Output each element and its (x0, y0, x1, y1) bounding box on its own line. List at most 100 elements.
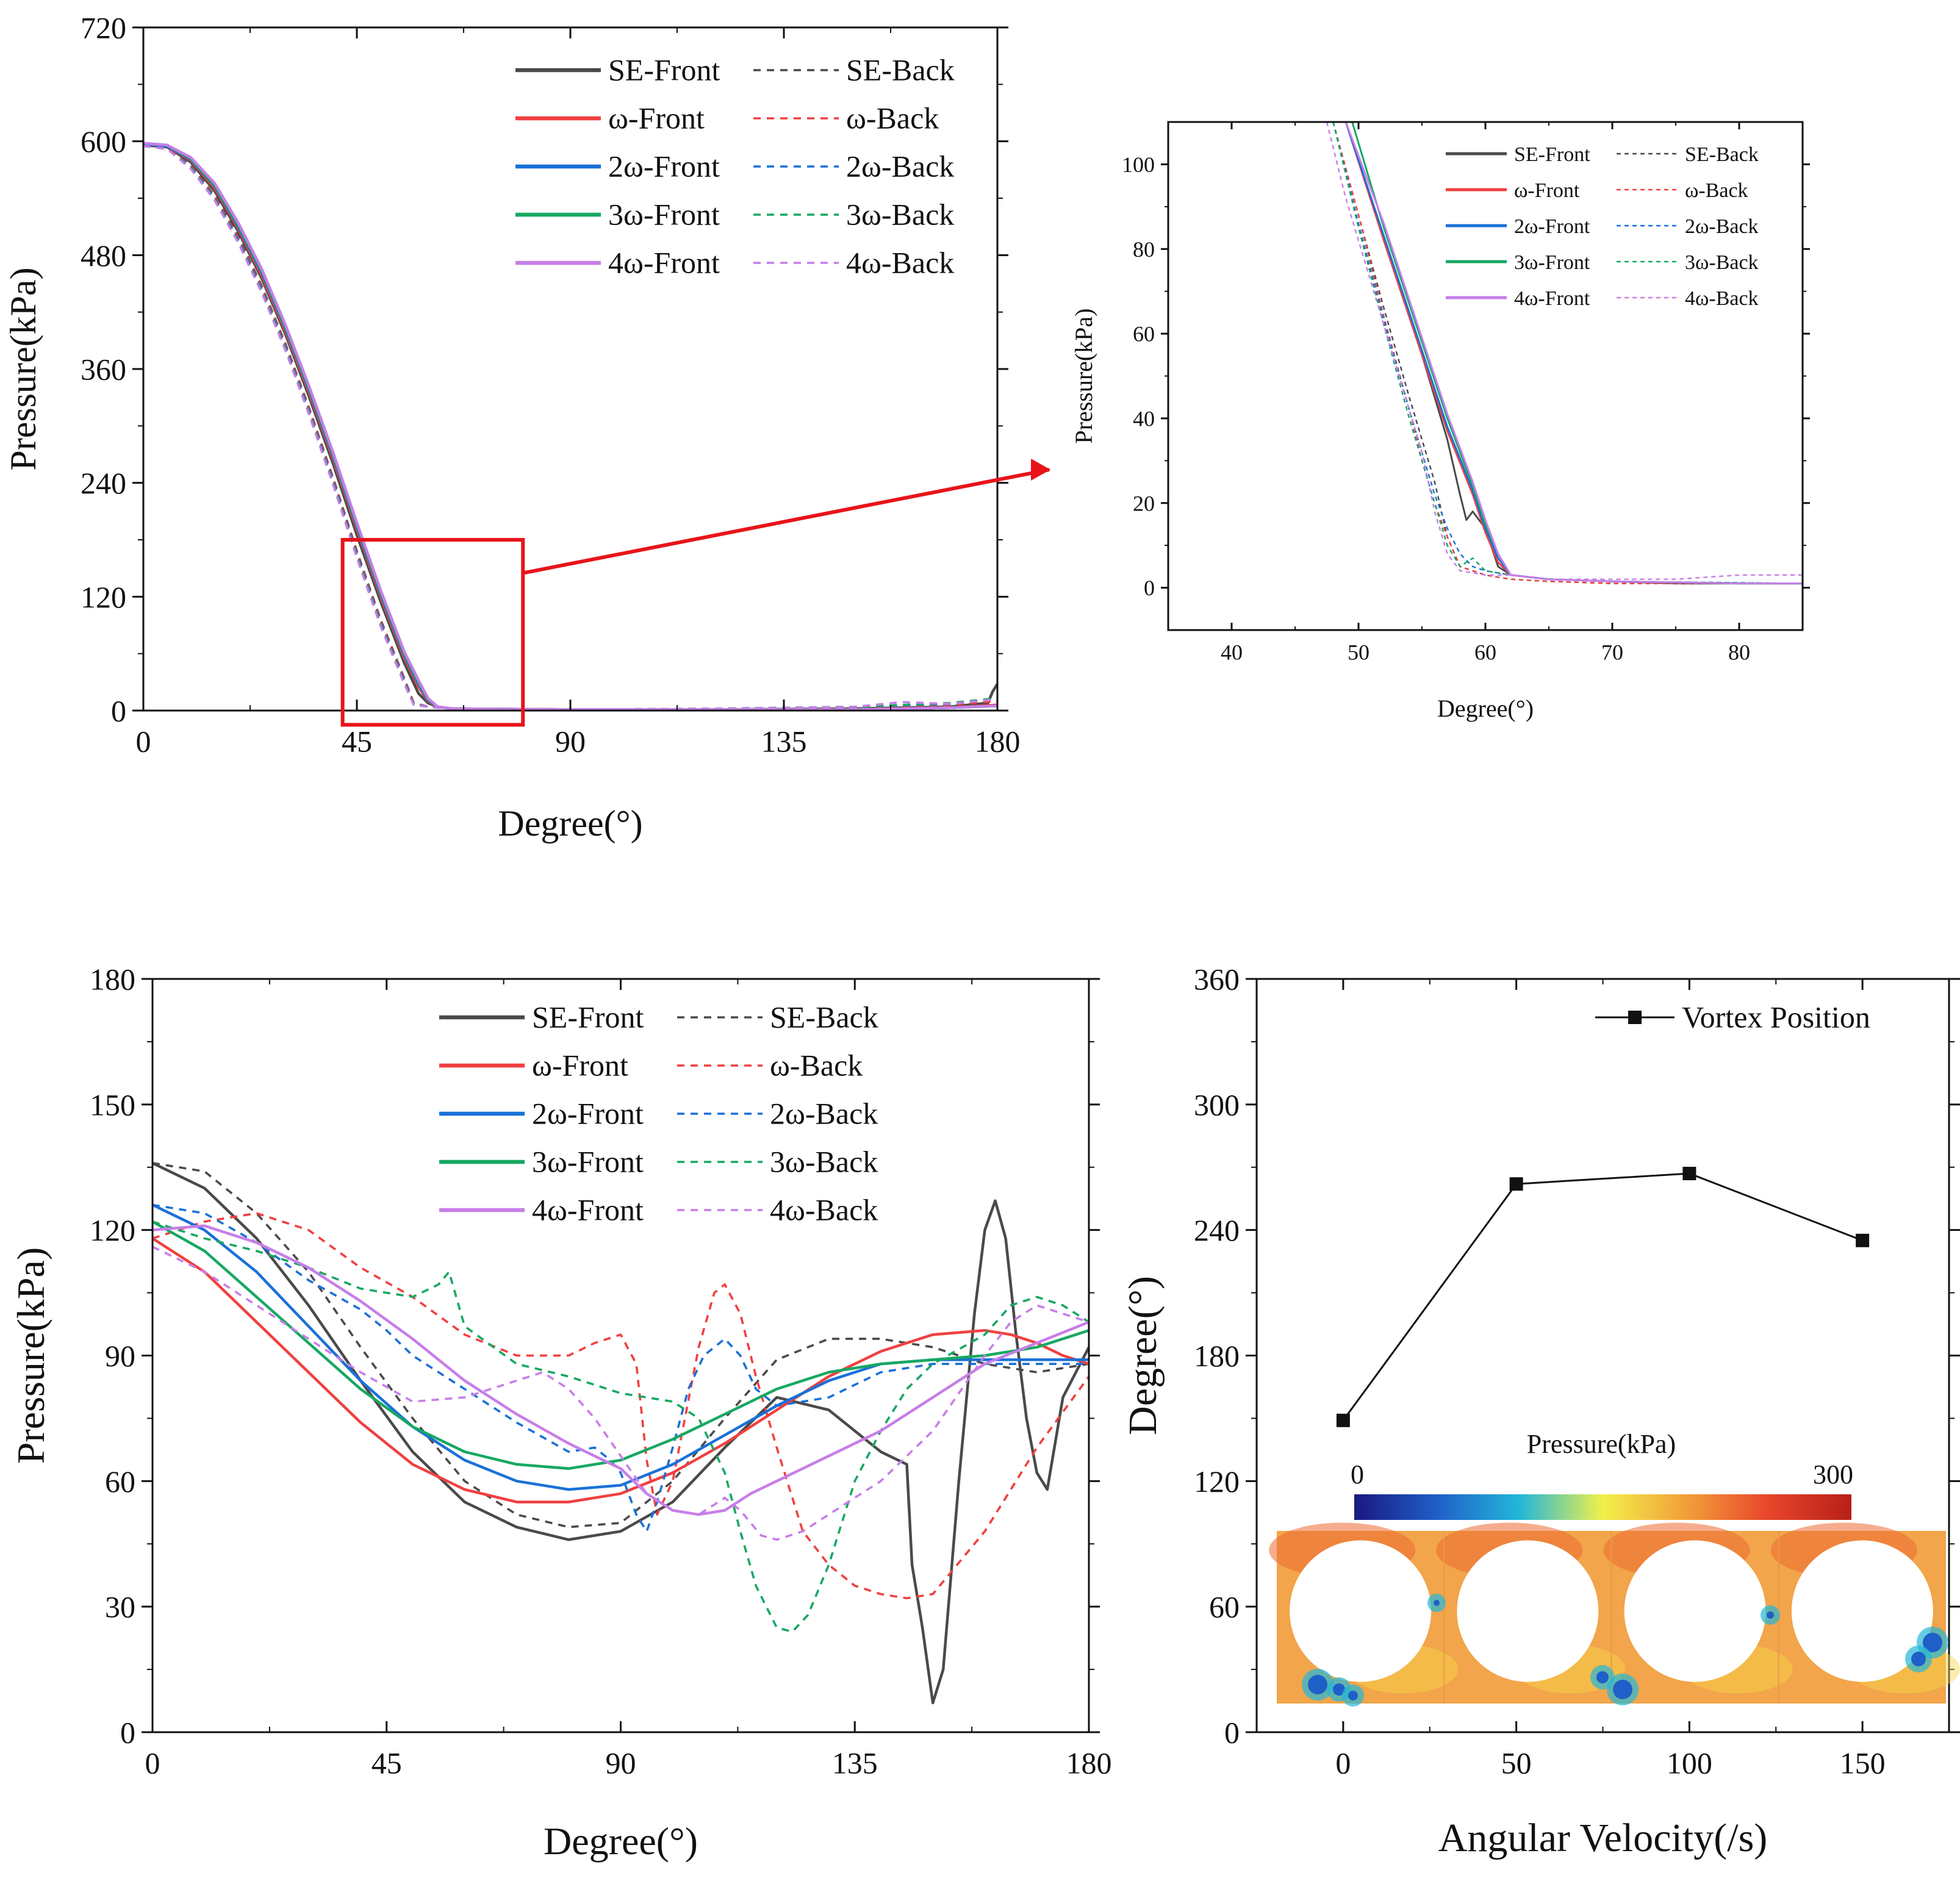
y-tick-label: 240 (81, 466, 126, 500)
vortex-position-point (1336, 1413, 1350, 1427)
cylinder-cross-section (1290, 1540, 1432, 1682)
y-tick-label: 90 (105, 1339, 135, 1373)
legend-label-se-front: SE-Front (608, 53, 720, 87)
series-4w-back-line (153, 1245, 1089, 1541)
x-tick-label: 40 (1221, 640, 1243, 665)
y-tick-label: 120 (1194, 1464, 1240, 1499)
y-tick-label: 300 (1194, 1087, 1240, 1122)
tick-layer: 0 50 100 150 0 60 120 180 240 300 360 (1194, 962, 1960, 1780)
legend-label-4w-back: 4ω-Back (1685, 287, 1759, 310)
y-tick-label: 360 (81, 353, 126, 387)
y-tick-label: 0 (1144, 576, 1155, 600)
legend-label-w-back: ω-Back (770, 1048, 863, 1083)
colorbar-min-label: 0 (1351, 1460, 1364, 1489)
x-tick-label: 45 (342, 725, 372, 759)
y-tick-label: 150 (90, 1087, 135, 1122)
legend-label-3w-front: 3ω-Front (532, 1145, 644, 1179)
y-axis-title: Pressure(kPa) (9, 1247, 52, 1464)
y-tick-label: 60 (1209, 1590, 1240, 1624)
vortex-position-chart: 0 50 100 150 0 60 120 180 240 300 360 Angular Velo… (1121, 962, 1960, 1860)
y-tick-label: 40 (1133, 407, 1155, 431)
tick-layer: 0 45 90 135 180 0 120 240 360 480 600 720 (81, 11, 1021, 759)
y-axis-title: Degree(°) (1121, 1276, 1165, 1435)
legend-label-w-back: ω-Back (846, 101, 939, 135)
y-tick-label: 60 (105, 1464, 135, 1499)
x-tick-label: 0 (145, 1746, 160, 1780)
y-tick-label: 480 (81, 238, 126, 273)
legend-label-2w-back: 2ω-Back (770, 1097, 878, 1131)
x-tick-label: 80 (1728, 640, 1750, 665)
legend-label-3w-front: 3ω-Front (608, 198, 720, 232)
series-w-front-line (153, 1237, 1089, 1503)
series-vortex-position-line (1342, 1172, 1863, 1421)
legend: SE-Front SE-Back ω-Front ω-Back 2ω-Front 2ω-B… (1446, 143, 1759, 310)
legend-label-se-back: SE-Back (846, 53, 955, 87)
series-layer (1342, 1172, 1863, 1421)
tick-layer: 0 45 90 135 180 0 30 60 90 120 150 180 (90, 962, 1112, 1780)
x-tick-label: 0 (136, 725, 151, 759)
legend-label-4w-front: 4ω-Front (1514, 287, 1590, 310)
x-axis-title: Angular Velocity(/s) (1438, 1816, 1768, 1860)
vortex-core (1911, 1652, 1926, 1666)
y-tick-label: 360 (1194, 962, 1240, 997)
x-tick-label: 135 (761, 725, 807, 759)
x-tick-label: 0 (1335, 1746, 1351, 1780)
legend-label-w-back: ω-Back (1685, 179, 1748, 202)
top-left-pressure-chart: 0 45 90 135 180 0 120 240 360 480 600 720 Degree(°)… (3, 11, 1050, 844)
series-3w-back-line (1332, 122, 1803, 584)
legend-label-3w-back: 3ω-Back (1685, 251, 1759, 274)
legend-label-vortex-position: Vortex Position (1682, 1000, 1870, 1034)
series-se-front-line (153, 1161, 1089, 1705)
legend-label-3w-back: 3ω-Back (770, 1145, 878, 1179)
series-2w-front-line (153, 1203, 1089, 1491)
x-tick-label: 50 (1348, 640, 1369, 665)
legend-label-se-back: SE-Back (1685, 143, 1759, 166)
vortex-core (1767, 1611, 1774, 1619)
series-4w-back-line (1326, 122, 1803, 580)
series-2w-back-line (153, 1203, 1089, 1533)
legend-label-se-front: SE-Front (1514, 143, 1590, 166)
vortex-core (1348, 1691, 1358, 1700)
y-axis-title: Pressure(kPa) (3, 267, 43, 470)
vortex-position-point (1509, 1177, 1523, 1191)
y-tick-label: 600 (81, 124, 126, 159)
y-tick-label: 120 (81, 580, 126, 614)
zoom-arrow (522, 468, 1050, 575)
series-4w-front-line (153, 1224, 1089, 1516)
vortex-core (1613, 1680, 1632, 1699)
legend-label-4w-front: 4ω-Front (532, 1193, 644, 1227)
series-3w-back-line (153, 1220, 1089, 1633)
pressure-field-inset (1269, 1494, 1960, 1707)
legend: SE-Front SE-Back ω-Front ω-Back 2ω-Front 2ω-B… (515, 53, 955, 280)
legend-label-2w-front: 2ω-Front (532, 1097, 644, 1131)
y-tick-label: 30 (105, 1590, 135, 1624)
legend: SE-Front SE-Back ω-Front ω-Back 2ω-Front 2ω-B… (439, 1000, 878, 1227)
vortex-core (1596, 1671, 1609, 1683)
y-tick-label: 80 (1133, 237, 1155, 262)
y-tick-label: 0 (120, 1716, 135, 1750)
legend: Vortex Position (1595, 1000, 1870, 1034)
x-tick-label: 180 (975, 725, 1021, 759)
series-w-back-line (153, 1212, 1089, 1600)
legend-label-w-front: ω-Front (608, 101, 705, 135)
legend-marker (1628, 1011, 1642, 1024)
x-axis-title: Degree(°) (1437, 695, 1534, 722)
legend-label-2w-front: 2ω-Front (608, 149, 720, 184)
x-tick-label: 135 (832, 1746, 878, 1780)
bottom-left-pressure-chart: 0 45 90 135 180 0 30 60 90 120 150 180 Degree(°) Pr… (9, 962, 1112, 1863)
legend-label-2w-back: 2ω-Back (846, 149, 954, 184)
y-tick-label: 20 (1133, 491, 1155, 515)
y-tick-label: 60 (1133, 322, 1155, 346)
series-4w-front-line (1344, 122, 1803, 585)
tick-layer: 40 50 60 70 80 0 20 40 60 80 100 (1122, 122, 1810, 665)
colorbar-gradient (1354, 1494, 1851, 1520)
vortex-position-point (1682, 1167, 1696, 1181)
legend-label-w-front: ω-Front (1514, 179, 1580, 202)
colorbar-title: Pressure(kPa) (1527, 1429, 1676, 1459)
x-tick-label: 150 (1840, 1746, 1886, 1780)
legend-label-2w-front: 2ω-Front (1514, 215, 1590, 238)
y-tick-label: 0 (1224, 1716, 1240, 1750)
x-tick-label: 180 (1066, 1746, 1112, 1780)
series-3w-front-line (153, 1220, 1089, 1471)
